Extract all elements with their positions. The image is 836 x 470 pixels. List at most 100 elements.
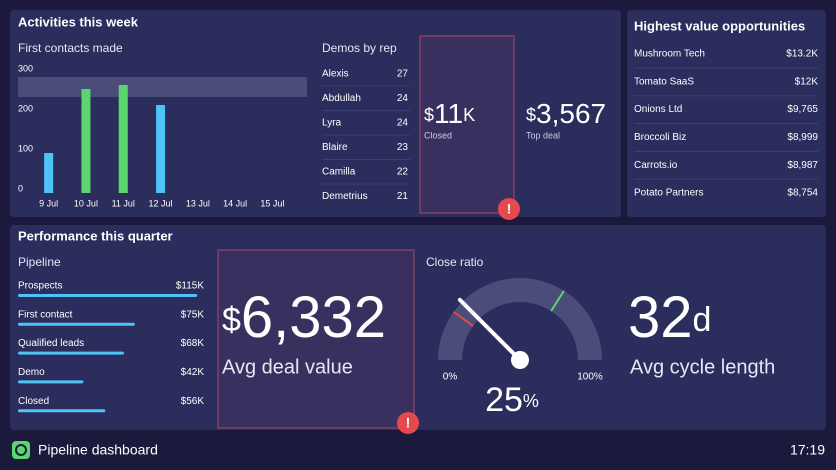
alert-mark: ! [406, 415, 411, 431]
value-label: $56K [181, 396, 205, 407]
bar [18, 409, 106, 413]
highlight-box [217, 249, 415, 429]
bar [81, 89, 91, 193]
opportunity-value: $8,754 [787, 188, 818, 199]
value: 6,332 [241, 285, 386, 350]
chart-title: Pipeline [18, 255, 61, 269]
rep-name: Camilla [322, 167, 356, 178]
opportunity-value: $13.2K [786, 49, 818, 60]
bar [18, 380, 84, 384]
x-tick-label: 14 Jul [223, 198, 247, 208]
bar [118, 85, 128, 193]
x-tick-label: 15 Jul [260, 198, 284, 208]
alert-icon [397, 412, 419, 434]
opportunity-name: Mushroom Tech [634, 49, 705, 60]
rep-name: Lyra [322, 118, 342, 129]
category-label: Demo [18, 367, 45, 378]
avg-deal-value: $6,332 [222, 285, 386, 350]
alert-mark: ! [507, 201, 512, 217]
unit: % [523, 391, 539, 411]
needle-hub [511, 351, 529, 369]
bar [156, 105, 166, 193]
gauge-value: 25% [485, 381, 539, 419]
x-tick-label: 10 Jul [74, 198, 98, 208]
opportunity-name: Onions Ltd [634, 104, 682, 115]
gauge-marker [453, 310, 474, 327]
opportunity-name: Carrots.io [634, 160, 678, 171]
gauge-track [438, 278, 602, 361]
y-tick-label: 100 [18, 143, 33, 153]
rep-name: Abdullah [322, 93, 361, 104]
rep-count: 21 [397, 191, 409, 202]
rep-count: 23 [397, 142, 409, 153]
needle [457, 297, 522, 362]
opportunity-name: Potato Partners [634, 188, 703, 199]
rep-count: 22 [397, 167, 409, 178]
value-label: $42K [181, 367, 205, 378]
value: 32 [628, 285, 693, 350]
opportunity-value: $8,987 [787, 160, 818, 171]
rep-count: 24 [397, 93, 409, 104]
cycle-value: 32d [628, 285, 711, 350]
app-icon [12, 441, 30, 459]
y-tick-label: 300 [18, 63, 33, 73]
rep-count: 24 [397, 118, 409, 129]
chart-title: First contacts made [18, 41, 123, 55]
alert-icon [498, 198, 520, 220]
suffix: K [463, 105, 475, 125]
bar [18, 294, 198, 297]
x-tick-label: 12 Jul [149, 198, 173, 208]
rep-name: Alexis [322, 69, 349, 80]
bar [18, 351, 124, 355]
rep-count: 27 [397, 69, 409, 80]
list-title: Demos by rep [322, 41, 397, 55]
opportunity-value: $9,765 [787, 104, 818, 115]
value-label: $75K [181, 309, 205, 320]
clock: 17:19 [790, 442, 825, 458]
category-label: Qualified leads [18, 338, 84, 349]
closed-label: Closed [424, 130, 452, 140]
x-tick-label: 9 Jul [39, 198, 58, 208]
top-deal-label: Top deal [526, 130, 560, 140]
opportunity-name: Tomato SaaS [634, 76, 694, 87]
rep-name: Demetrius [322, 191, 368, 202]
prefix: $ [526, 105, 536, 125]
x-tick-label: 11 Jul [112, 198, 135, 208]
suffix: d [693, 301, 712, 339]
panel-title: Highest value opportunities [634, 18, 805, 33]
value: 3,567 [536, 98, 606, 129]
opportunity-name: Broccoli Biz [634, 132, 686, 143]
gauge-tick-label: 0% [443, 372, 458, 383]
opportunity-value: $8,999 [787, 132, 818, 143]
chart-title: Close ratio [426, 255, 484, 269]
panel-title: Activities this week [18, 14, 139, 29]
category-label: Prospects [18, 281, 62, 292]
app-icon-ring [15, 444, 27, 456]
cycle-label: Avg cycle length [630, 356, 775, 378]
target-band [18, 77, 307, 97]
value: 11 [434, 98, 463, 129]
value-label: $68K [181, 338, 205, 349]
closed-value: $11K [424, 98, 475, 129]
opportunities-panel [627, 10, 826, 217]
x-tick-label: 13 Jul [186, 198, 210, 208]
gauge-tick-label: 100% [577, 372, 603, 383]
category-label: Closed [18, 396, 49, 407]
prefix: $ [424, 105, 434, 125]
value: 25 [485, 381, 523, 419]
avg-deal-label: Avg deal value [222, 356, 353, 378]
prefix: $ [222, 301, 241, 339]
highlight-box [419, 35, 515, 214]
top-deal-value: $3,567 [526, 98, 606, 129]
opportunity-value: $12K [795, 76, 819, 87]
footer-title: Pipeline dashboard [38, 442, 158, 458]
bar [44, 153, 54, 193]
value-label: $115K [176, 281, 205, 292]
performance-panel [10, 225, 826, 430]
rep-name: Blaire [322, 142, 348, 153]
y-tick-label: 200 [18, 103, 33, 113]
category-label: First contact [18, 309, 73, 320]
bar [18, 322, 135, 326]
y-tick-label: 0 [18, 183, 23, 193]
